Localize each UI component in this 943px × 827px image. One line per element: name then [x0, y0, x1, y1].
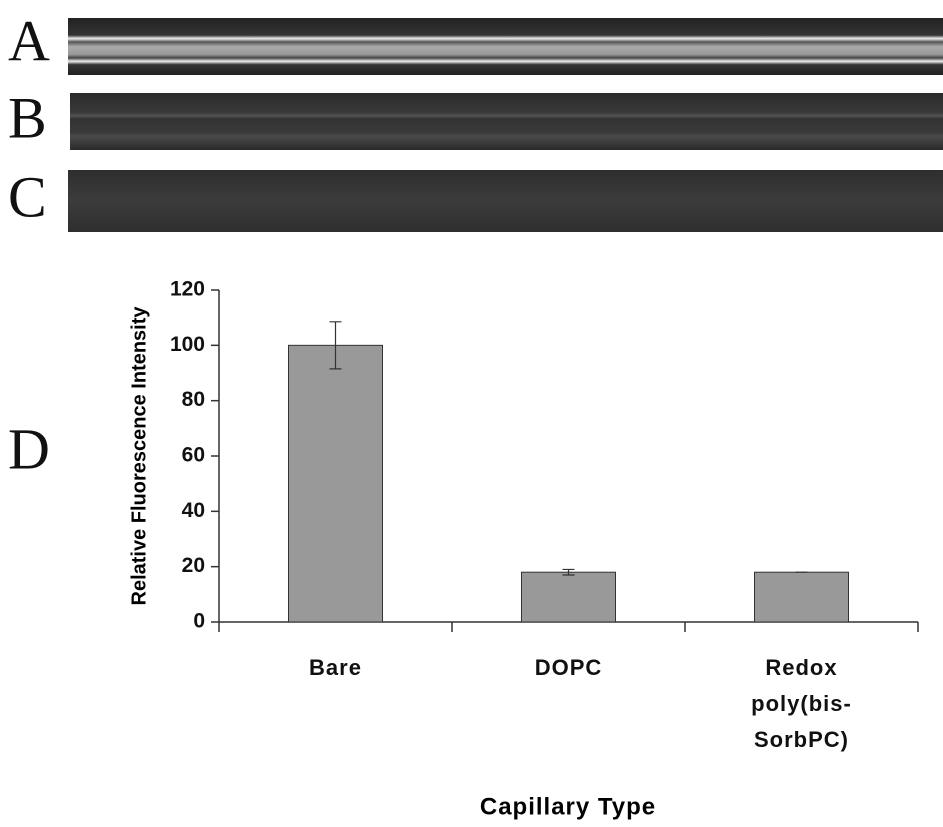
bar — [755, 572, 849, 622]
y-tick-label: 60 — [182, 444, 205, 467]
image-strip-a — [68, 18, 943, 75]
y-tick-label: 20 — [182, 554, 205, 577]
y-tick-label: 40 — [182, 499, 205, 522]
panel-label: C — [8, 164, 47, 229]
y-tick-label: 120 — [170, 278, 205, 301]
y-tick-label: 100 — [170, 333, 205, 356]
panel-label: B — [8, 85, 47, 150]
y-tick-label: 0 — [193, 610, 205, 633]
panel-label: A — [8, 8, 50, 73]
x-axis-title: Capillary Type — [480, 793, 656, 820]
image-strip-c — [68, 170, 943, 232]
x-tick-label: Bare — [261, 650, 411, 686]
y-tick-label: 80 — [182, 388, 205, 411]
bar — [522, 572, 616, 622]
image-strip-b — [70, 93, 943, 150]
bar — [289, 345, 383, 622]
figure: A B C D Relative Fluorescence Intensity … — [0, 0, 943, 827]
panel-label: D — [8, 416, 50, 481]
x-tick-label: Redox poly(bis-SorbPC) — [727, 650, 877, 758]
x-tick-label: DOPC — [494, 650, 644, 686]
y-axis-title: Relative Fluorescence Intensity — [128, 306, 150, 606]
